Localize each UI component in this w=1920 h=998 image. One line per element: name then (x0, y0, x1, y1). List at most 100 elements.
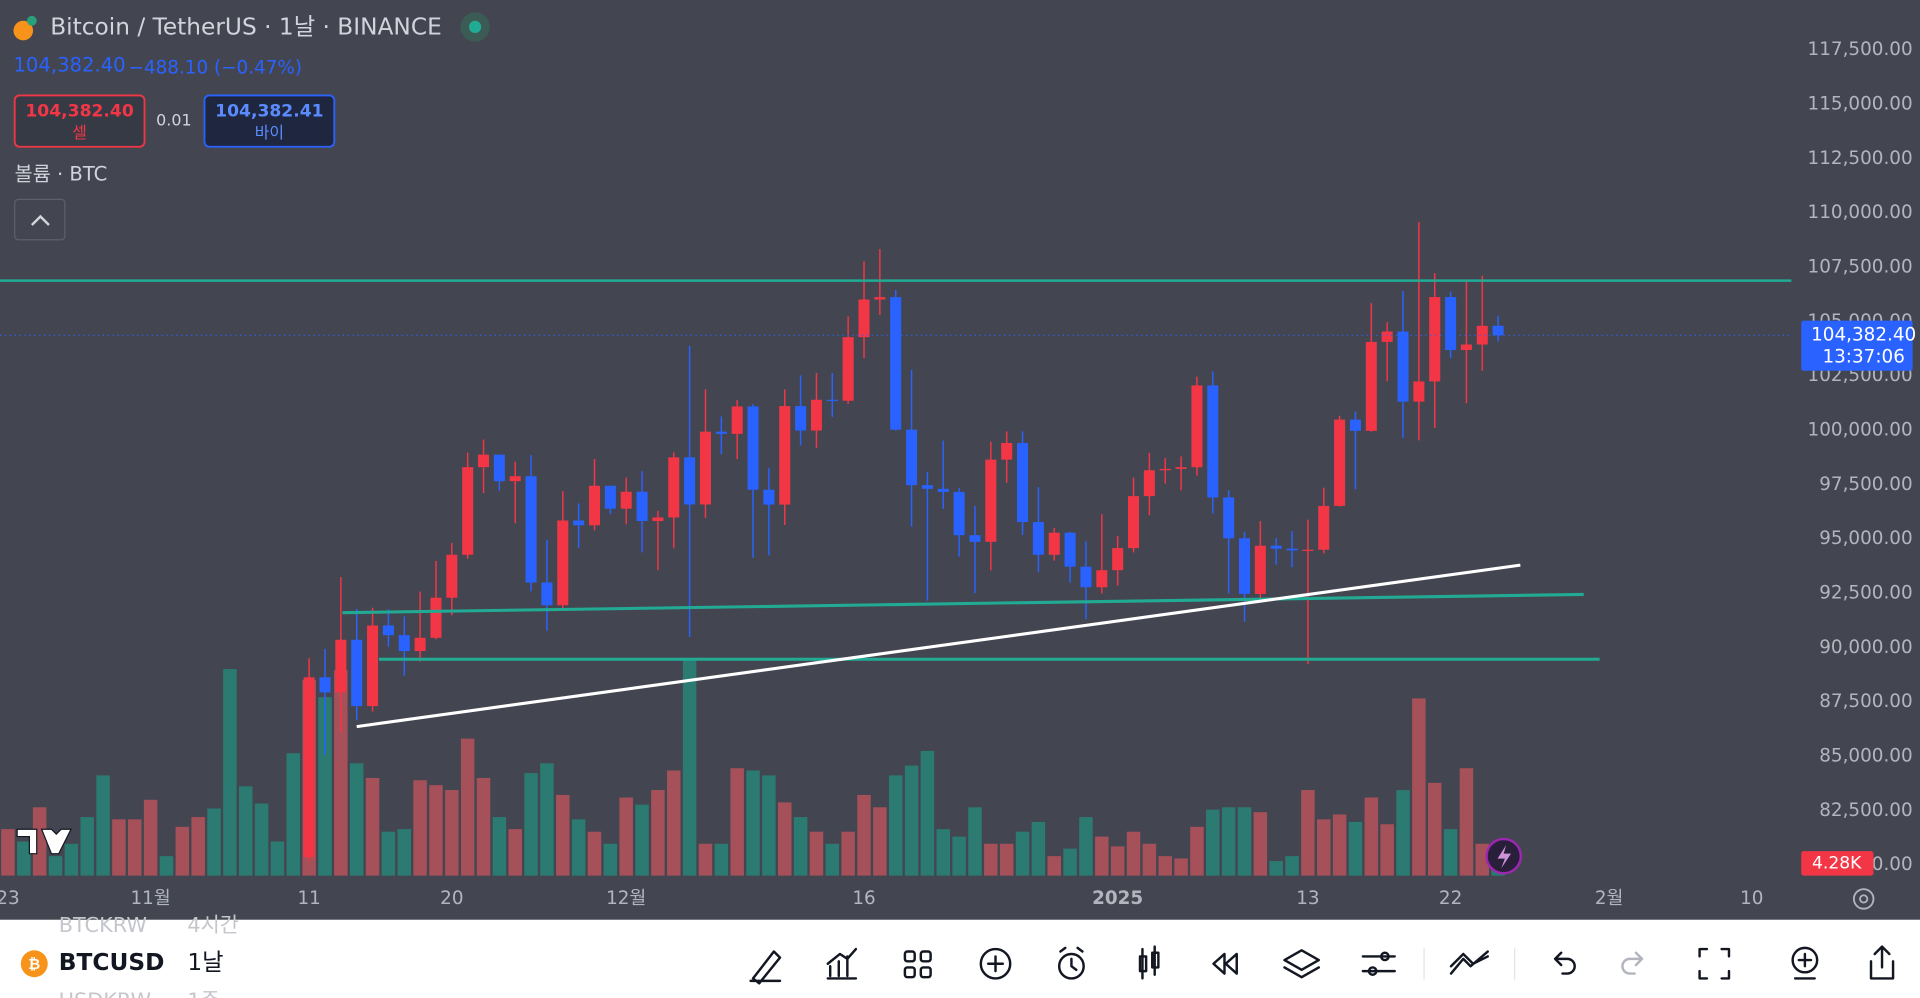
tool-settings[interactable] (1361, 951, 1396, 976)
collapse-chevron[interactable] (30, 214, 50, 226)
candle-body (731, 406, 743, 434)
icon[interactable] (1059, 946, 1084, 972)
active-interval[interactable]: 1날 (187, 949, 223, 976)
tool-undo[interactable] (1553, 951, 1576, 975)
icon[interactable] (1141, 945, 1156, 980)
volume-bar (952, 836, 966, 876)
icon[interactable] (919, 950, 932, 963)
icon[interactable] (903, 966, 916, 979)
candle-body (1001, 442, 1013, 460)
icon[interactable] (1869, 945, 1895, 980)
sell-button[interactable]: 104,382.40 셀 (13, 94, 146, 148)
tool-layout[interactable] (903, 950, 932, 979)
candle-body (1318, 505, 1330, 550)
tool-compare[interactable] (1449, 950, 1489, 975)
icon[interactable] (1553, 951, 1576, 975)
collapse-button[interactable] (14, 198, 66, 241)
icon[interactable] (1793, 952, 1816, 980)
y-tick-label: 112,500.00 (1808, 148, 1913, 169)
icon[interactable] (1212, 952, 1238, 975)
icon[interactable] (1791, 946, 1819, 974)
volume-bar (540, 763, 554, 876)
volume-bar (1475, 843, 1490, 876)
buy-price[interactable]: 104,382.41 (215, 101, 323, 121)
candle-body (636, 491, 648, 521)
candle-body (446, 554, 458, 598)
candle-body (779, 406, 791, 505)
active-symbol[interactable]: BTCUSD (59, 949, 165, 976)
candle-body (1492, 325, 1504, 336)
icon[interactable] (903, 950, 916, 963)
watchlist-symbol[interactable]: USDKRW (59, 989, 151, 998)
candle-body (842, 337, 854, 401)
candle-body (1191, 385, 1203, 468)
tool-share[interactable] (1869, 945, 1895, 980)
icon[interactable] (1621, 951, 1644, 975)
watchlist-interval[interactable]: 4시간 (187, 913, 239, 937)
lightning-glyph[interactable] (1497, 845, 1512, 869)
tool-replay[interactable] (1212, 952, 1238, 975)
volume-bar (857, 794, 871, 876)
buy-box[interactable] (203, 94, 336, 148)
candle-body (1064, 532, 1076, 567)
icon[interactable] (979, 947, 1012, 980)
watchlist-interval[interactable]: 1주 (187, 989, 219, 998)
icon[interactable] (826, 947, 858, 980)
volume-bar (508, 829, 522, 876)
buy-button[interactable]: 104,382.41 바이 (203, 94, 336, 148)
icon[interactable] (1057, 952, 1085, 980)
x-tick-label: 2025 (1092, 888, 1143, 909)
tool-chart-type[interactable] (1138, 945, 1160, 980)
y-tick-label: 90,000.00 (1819, 637, 1912, 658)
tool-draw[interactable] (749, 950, 782, 985)
sell-label[interactable]: 셀 (72, 123, 87, 142)
y-tick-label: 82,500.00 (1819, 800, 1912, 821)
icon[interactable] (986, 955, 1005, 973)
volume-bar (1443, 829, 1458, 876)
volume-bar (651, 790, 665, 876)
tool-add[interactable] (979, 947, 1012, 980)
volume-bar (999, 843, 1014, 876)
volume-bar (1031, 821, 1046, 876)
icon[interactable] (1380, 951, 1390, 962)
volume-bar (1158, 856, 1172, 876)
icon[interactable] (1367, 966, 1378, 976)
tool-fullscreen[interactable] (1698, 947, 1731, 980)
volume-bar (936, 829, 951, 876)
candle-body (826, 399, 838, 401)
candle-body (985, 459, 997, 542)
settings-ring[interactable] (1852, 888, 1875, 910)
icon[interactable] (1449, 950, 1489, 975)
volume-bar (682, 660, 697, 876)
tool-quick-add[interactable] (1791, 946, 1819, 980)
icon[interactable] (919, 966, 932, 979)
tool-indicators[interactable] (826, 947, 858, 980)
volume-bar (1348, 821, 1363, 876)
candle-body (953, 491, 965, 536)
volume-bar (1285, 856, 1299, 876)
tool-layers[interactable] (1283, 949, 1320, 979)
volume-bar (207, 808, 221, 876)
candle-body (1334, 419, 1346, 506)
tool-redo[interactable] (1621, 951, 1644, 975)
sell-price[interactable]: 104,382.40 (25, 101, 133, 121)
volume-bar (873, 807, 887, 876)
volume-bar (746, 770, 760, 876)
volume-bar (429, 785, 443, 876)
icon[interactable] (1283, 949, 1320, 979)
watchlist-symbol[interactable]: BTCKRW (59, 913, 147, 937)
settings-button[interactable] (1852, 888, 1875, 910)
lightning-button[interactable] (1485, 837, 1523, 875)
buy-label[interactable]: 바이 (255, 123, 284, 142)
tool-alert[interactable] (1057, 946, 1085, 980)
coin-icon (13, 20, 34, 41)
icon[interactable] (749, 950, 782, 985)
candle-body (414, 637, 426, 652)
settings-hub[interactable] (1859, 894, 1869, 904)
sell-box[interactable] (13, 94, 146, 148)
icon[interactable] (1698, 947, 1731, 980)
candle-body (1476, 325, 1488, 345)
collapse-box[interactable] (14, 198, 66, 241)
